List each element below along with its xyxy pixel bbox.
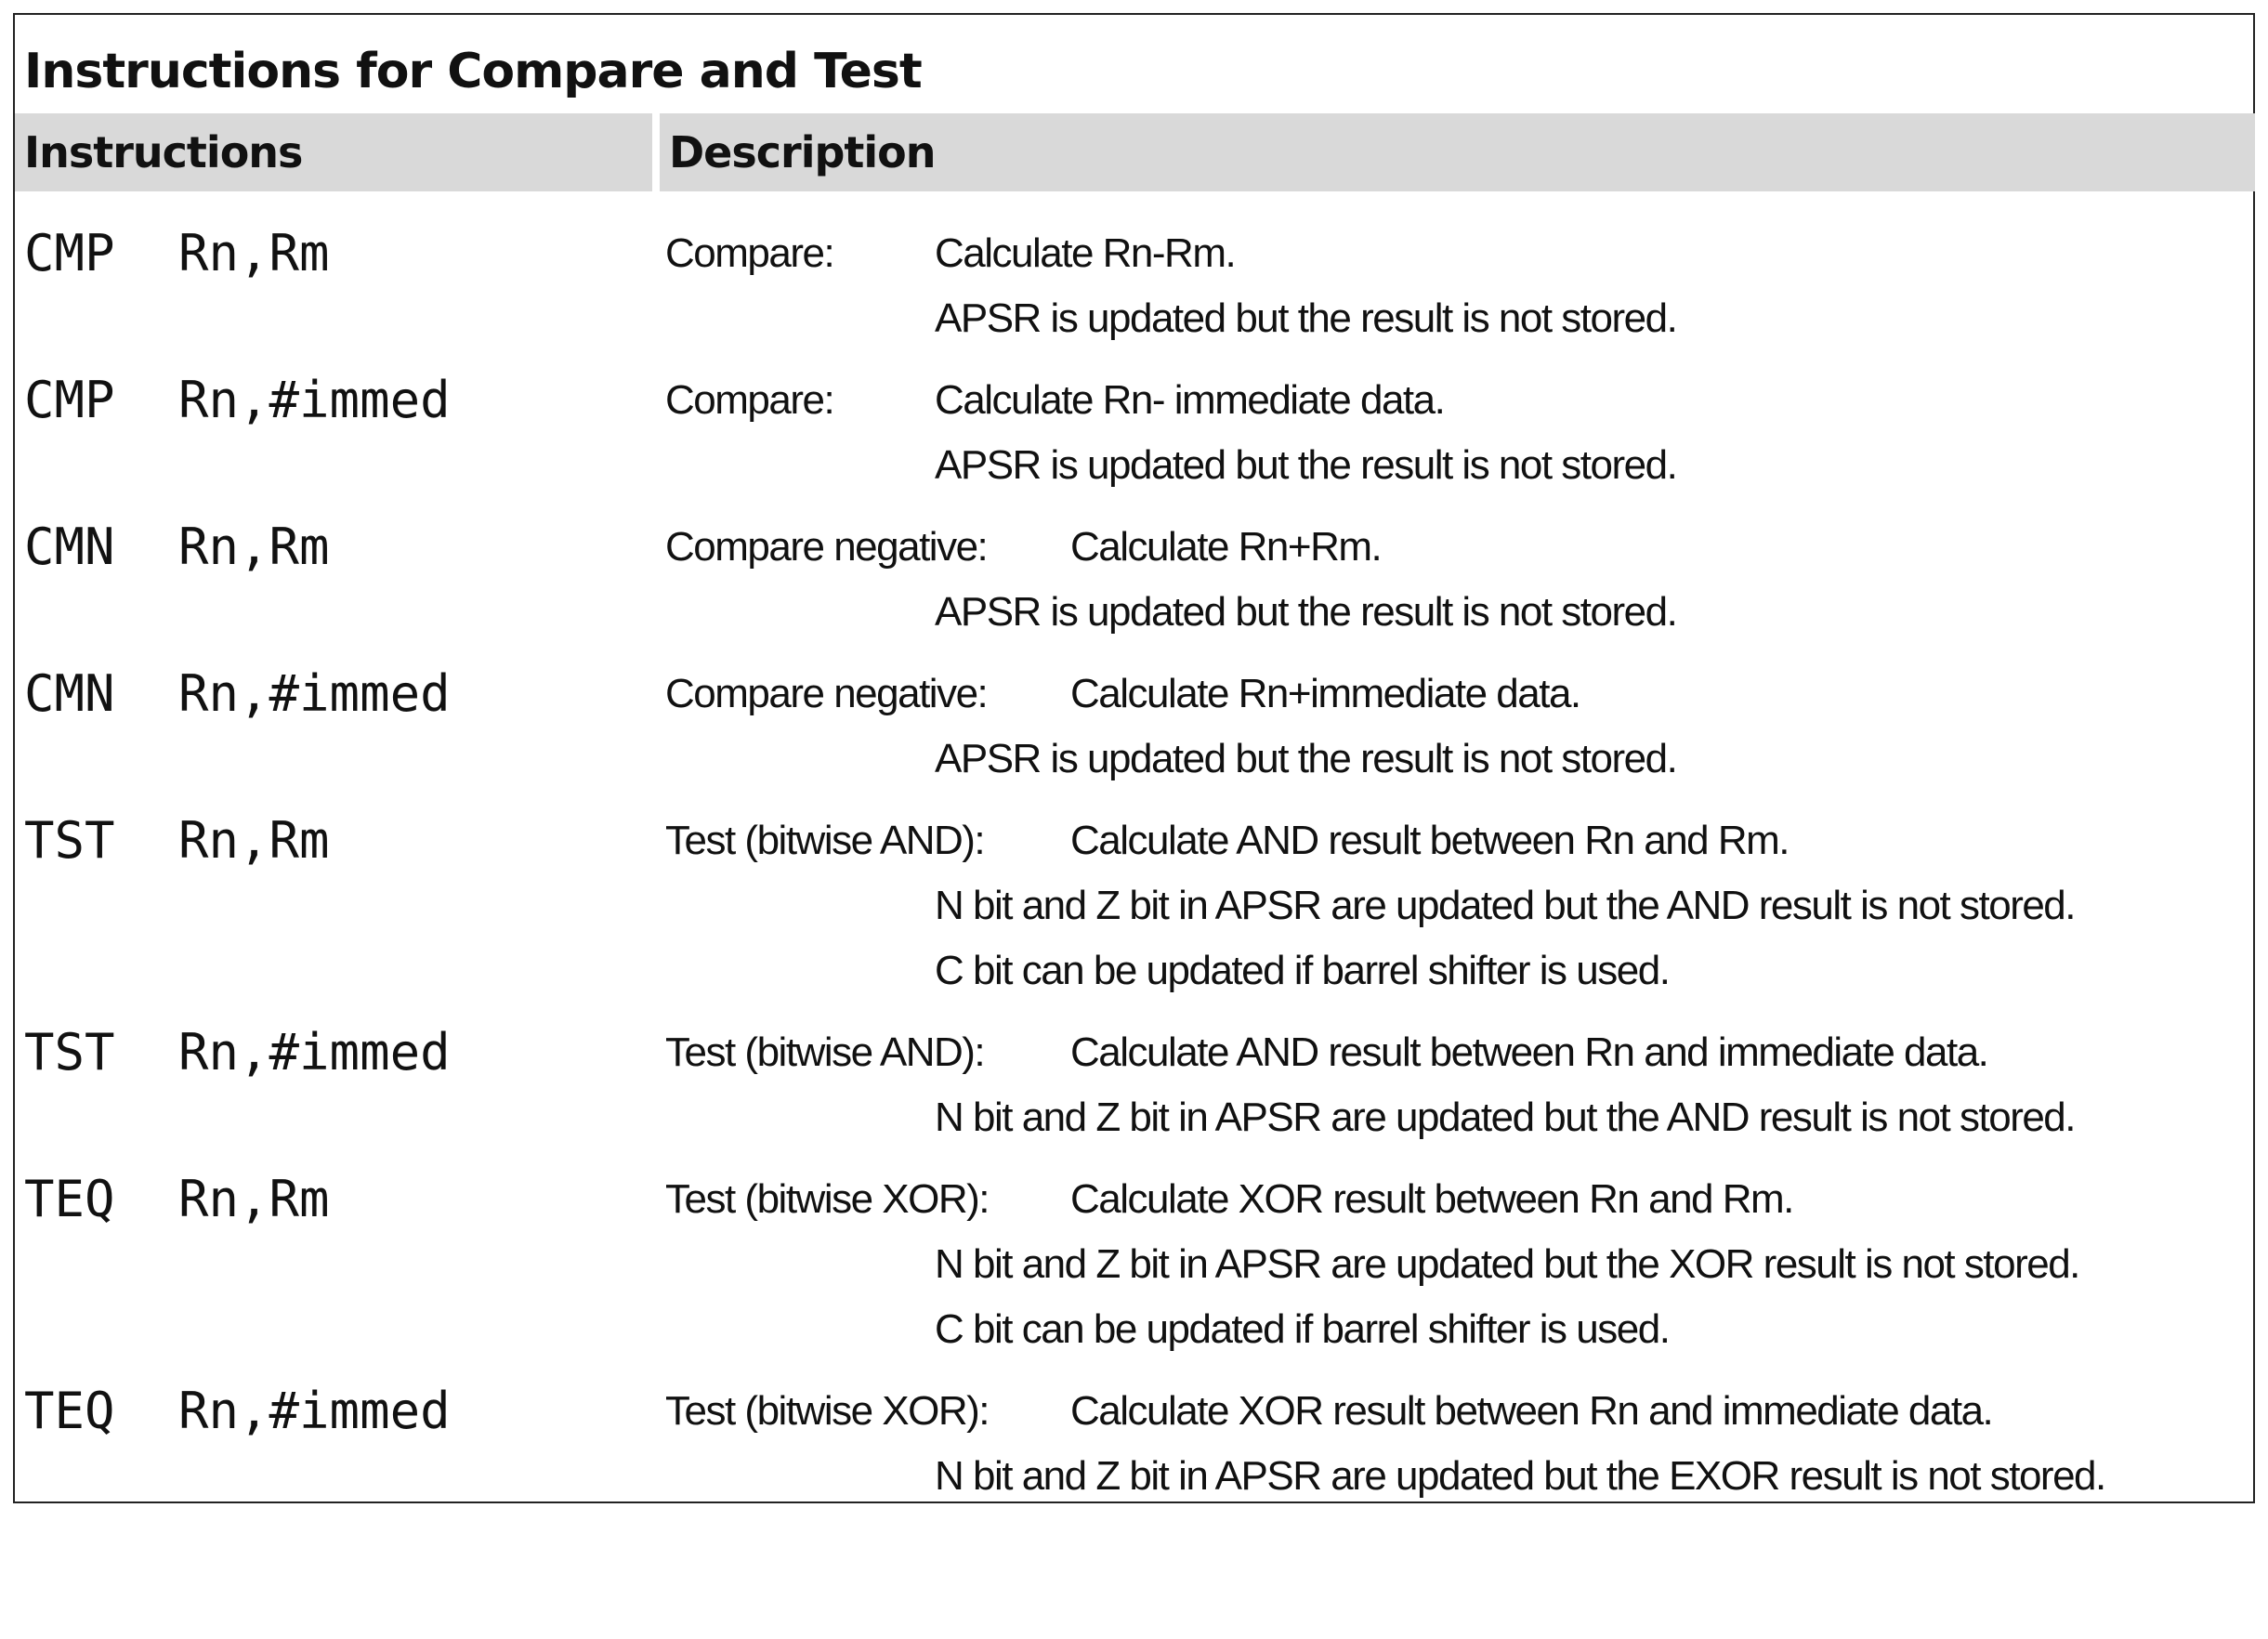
description-label: Test (bitwise AND): — [665, 1029, 986, 1075]
description-text: Calculate AND result between Rn and Rm. — [1070, 818, 1790, 863]
description-continuation: N bit and Z bit in APSR are updated but … — [935, 1095, 2077, 1140]
description-continuation: APSR is updated but the result is not st… — [935, 442, 1678, 488]
column-header-instructions: Instructions — [15, 113, 652, 191]
description-continuation: APSR is updated but the result is not st… — [935, 589, 1678, 635]
description-text: Calculate XOR result between Rn and Rm. — [1070, 1176, 1794, 1222]
instruction-cell: TEQ Rn,Rm — [24, 1167, 330, 1232]
description-label: Compare negative: — [665, 524, 989, 570]
description-text: Calculate Rn-Rm. — [935, 230, 1237, 276]
opcode: CMP — [24, 224, 115, 282]
description-continuation: APSR is updated but the result is not st… — [935, 295, 1678, 341]
instruction-cell: TEQ Rn,#immed — [24, 1379, 451, 1444]
description-label: Test (bitwise AND): — [665, 818, 986, 863]
opcode: CMN — [24, 664, 115, 723]
description-continuation: N bit and Z bit in APSR are updated but … — [935, 883, 2077, 928]
instruction-cell: CMN Rn,#immed — [24, 662, 451, 727]
description-label: Compare: — [665, 230, 835, 276]
description-text: Calculate XOR result between Rn and imme… — [1070, 1388, 1994, 1434]
description-text: Calculate Rn+immediate data. — [1070, 671, 1581, 716]
description-continuation: N bit and Z bit in APSR are updated but … — [935, 1241, 2080, 1287]
description-continuation: C bit can be updated if barrel shifter i… — [935, 948, 1671, 993]
operands: Rn,Rm — [178, 224, 330, 282]
table-title: Instructions for Compare and Test — [24, 44, 923, 99]
column-header-description: Description — [660, 113, 2255, 191]
instruction-cell: CMP Rn,#immed — [24, 368, 451, 433]
description-continuation: C bit can be updated if barrel shifter i… — [935, 1306, 1671, 1352]
operands: Rn,#immed — [178, 664, 451, 723]
operands: Rn,Rm — [178, 811, 330, 870]
description-text: Calculate AND result between Rn and imme… — [1070, 1029, 1989, 1075]
instruction-table: Instructions for Compare and Test Instru… — [13, 13, 2255, 1503]
description-text: Calculate Rn+Rm. — [1070, 524, 1383, 570]
description-label: Compare: — [665, 377, 835, 423]
description-continuation: APSR is updated but the result is not st… — [935, 736, 1678, 781]
opcode: CMN — [24, 518, 115, 576]
instruction-cell: TST Rn,Rm — [24, 808, 330, 873]
description-text: Calculate Rn- immediate data. — [935, 377, 1446, 423]
instruction-cell: CMP Rn,Rm — [24, 221, 330, 286]
instruction-cell: TST Rn,#immed — [24, 1020, 451, 1085]
operands: Rn,Rm — [178, 518, 330, 576]
opcode: CMP — [24, 371, 115, 429]
description-label: Test (bitwise XOR): — [665, 1388, 990, 1434]
description-continuation: N bit and Z bit in APSR are updated but … — [935, 1453, 2106, 1499]
opcode: TEQ — [24, 1170, 115, 1228]
opcode: TST — [24, 1023, 115, 1082]
opcode: TEQ — [24, 1382, 115, 1440]
instruction-cell: CMN Rn,Rm — [24, 515, 330, 580]
opcode: TST — [24, 811, 115, 870]
operands: Rn,#immed — [178, 1382, 451, 1440]
operands: Rn,#immed — [178, 371, 451, 429]
description-label: Test (bitwise XOR): — [665, 1176, 990, 1222]
description-label: Compare negative: — [665, 671, 989, 716]
operands: Rn,Rm — [178, 1170, 330, 1228]
operands: Rn,#immed — [178, 1023, 451, 1082]
